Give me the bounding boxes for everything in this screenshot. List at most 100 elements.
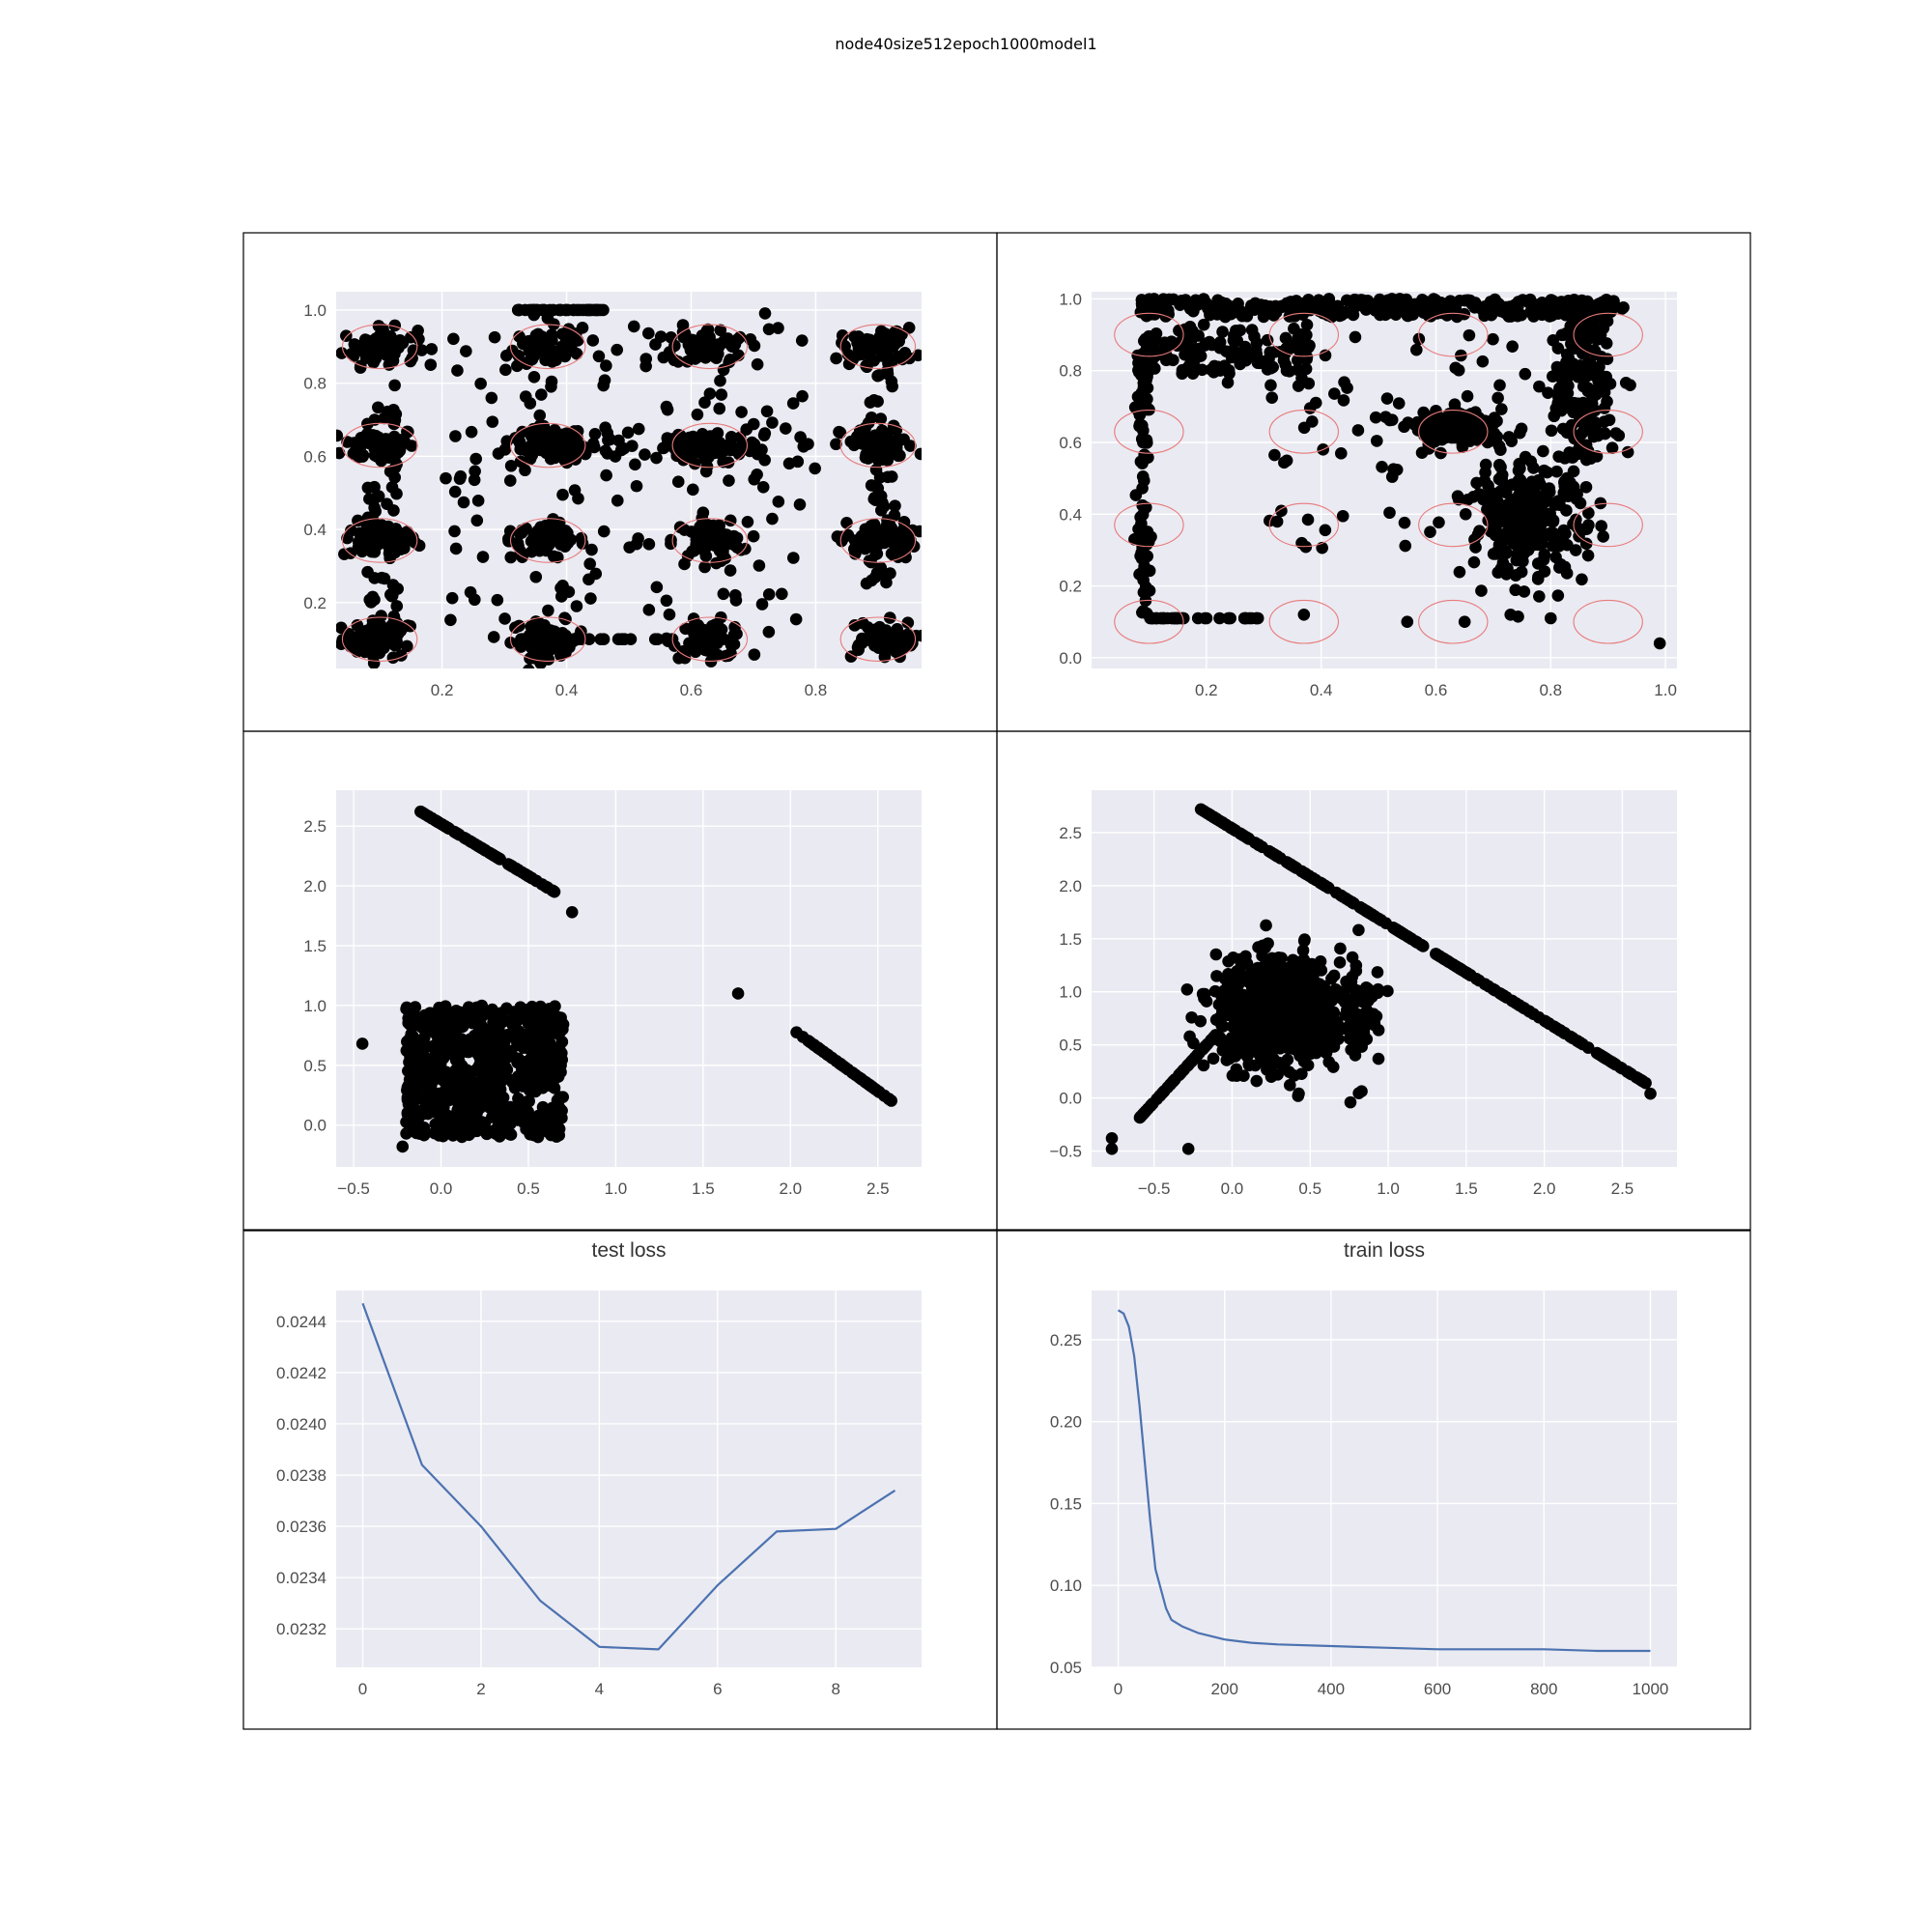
scatter-point: [863, 345, 876, 357]
scatter-point: [584, 592, 597, 605]
y-tick-label: 1.0: [1059, 290, 1082, 308]
scatter-point: [1538, 548, 1551, 561]
scatter-point: [1515, 565, 1528, 579]
scatter-point: [1415, 939, 1429, 952]
scatter-point: [513, 330, 526, 343]
scatter-point: [345, 524, 357, 537]
scatter-point: [1518, 585, 1531, 598]
scatter-point: [1232, 990, 1245, 1004]
scatter-point: [409, 1001, 422, 1013]
y-tick-label: 0.0242: [276, 1364, 327, 1382]
scatter-point: [548, 423, 561, 437]
scatter-point: [1349, 298, 1361, 311]
scatter-point: [1335, 306, 1349, 319]
scatter-point: [1266, 1051, 1279, 1065]
scatter-point: [886, 380, 898, 393]
scatter-point: [1350, 988, 1363, 1002]
scatter-point: [1560, 389, 1573, 403]
scatter-point: [1300, 351, 1314, 363]
y-tick-label: 0.6: [1059, 434, 1082, 452]
scatter-point: [639, 448, 651, 461]
scatter-point: [533, 1116, 547, 1129]
scatter-point: [469, 1110, 483, 1122]
scatter-point: [1136, 470, 1150, 483]
scatter-point: [1477, 493, 1490, 506]
scatter-point: [1260, 919, 1272, 932]
scatter-point: [486, 1027, 498, 1040]
scatter-point: [731, 987, 745, 1000]
scatter-point: [366, 590, 380, 604]
scatter-point: [523, 345, 536, 358]
y-tick-label: 2.5: [1059, 824, 1082, 842]
scatter-point: [1105, 1132, 1119, 1145]
scatter-point: [865, 1079, 877, 1093]
scatter-point: [440, 471, 452, 485]
scatter-point: [1336, 509, 1350, 523]
scatter-point: [758, 307, 772, 320]
scatter-point: [511, 359, 524, 373]
cluster-center-circle: [671, 518, 749, 563]
y-tick-label: 0.0: [1059, 1090, 1082, 1108]
scatter-point: [358, 633, 371, 646]
scatter-point: [1283, 365, 1296, 378]
y-tick-label: 1.5: [303, 937, 327, 955]
scatter-point: [789, 612, 803, 626]
scatter-point: [762, 323, 776, 336]
scatter-point: [790, 1026, 803, 1038]
x-tick-label: 0: [1114, 1680, 1122, 1698]
scatter-point: [418, 1100, 432, 1114]
scatter-point: [1216, 1043, 1230, 1057]
scatter-point: [1361, 994, 1375, 1008]
scatter-point: [1653, 637, 1666, 650]
scatter-point: [1216, 326, 1229, 338]
scatter-point: [1221, 376, 1235, 389]
scatter-point: [534, 657, 547, 668]
scatter-point: [1387, 463, 1400, 476]
scatter-point: [1600, 370, 1613, 384]
scatter-point: [862, 433, 875, 445]
scatter-point: [1424, 526, 1436, 539]
scatter-point: [889, 499, 901, 512]
scatter-point: [565, 905, 579, 919]
x-tick-label: 0.6: [680, 681, 703, 699]
scatter-point: [1234, 356, 1247, 370]
scatter-point: [1605, 441, 1619, 454]
scatter-point: [753, 559, 766, 572]
cluster-center-circle: [1573, 410, 1643, 454]
scatter-point: [1257, 939, 1269, 952]
scatter-point: [1376, 306, 1389, 320]
scatter-point: [401, 619, 414, 632]
scatter-point: [1507, 529, 1520, 543]
scatter-point: [1311, 1017, 1324, 1031]
y-tick-label: 0.4: [303, 521, 327, 539]
scatter-point: [1542, 1017, 1555, 1030]
data-layer: [361, 1302, 896, 1651]
cluster-center-circle: [509, 324, 586, 370]
scatter-point: [382, 433, 395, 446]
scatter-point: [1402, 416, 1414, 429]
scatter-point: [632, 422, 645, 436]
scatter-point: [1496, 556, 1510, 570]
scatter-point: [409, 536, 421, 549]
scatter-point: [1272, 952, 1286, 964]
scatter-point: [844, 435, 858, 448]
scatter-point: [1410, 343, 1423, 356]
scatter-point: [1443, 956, 1457, 969]
scatter-point: [698, 396, 711, 409]
scatter-point: [1213, 611, 1226, 625]
y-tick-label: 1.0: [303, 301, 327, 320]
scatter-point: [724, 639, 738, 651]
scatter-point: [1281, 1053, 1294, 1066]
scatter-point: [1164, 353, 1177, 366]
scatter-point: [519, 464, 531, 477]
scatter-point: [1322, 1007, 1335, 1020]
scatter-point: [1601, 315, 1614, 327]
scatter-point: [1250, 1074, 1264, 1088]
scatter-point: [471, 495, 485, 507]
scatter-point: [1264, 305, 1277, 319]
scatter-point: [1480, 428, 1492, 441]
scatter-point: [417, 1064, 431, 1076]
scatter-point: [1181, 1143, 1195, 1155]
scatter-point: [541, 311, 554, 325]
scatter-point: [1298, 1018, 1312, 1031]
